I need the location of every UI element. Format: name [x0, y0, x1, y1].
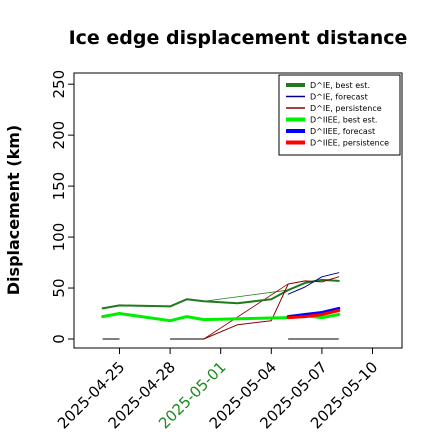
y-axis: 0 50 100 150 200 250 — [50, 70, 74, 344]
legend-label: D^IE, forecast — [310, 93, 368, 102]
plot-area — [101, 272, 341, 340]
series-line-1 — [287, 272, 340, 295]
chart-title: Ice edge displacement distance — [69, 27, 408, 49]
series-line-5 — [286, 309, 341, 320]
legend: D^IE, best est. D^IE, forecast D^IE, persi… — [278, 74, 401, 156]
legend-label: D^IIEE, forecast — [310, 127, 375, 136]
legend-label: D^IIEE, persistence — [310, 139, 389, 148]
legend-label: D^IE, persistence — [310, 104, 382, 113]
legend-label: D^IE, best est. — [310, 81, 370, 90]
legend-label: D^IIEE, best est. — [310, 116, 377, 125]
y-axis-label: Displacement (km) — [4, 125, 23, 295]
y-tick-label: 50 — [50, 278, 68, 297]
series-line-3 — [101, 312, 341, 323]
y-tick-label: 100 — [50, 223, 68, 252]
y-tick-label: 200 — [50, 121, 68, 150]
y-tick-label: 250 — [50, 70, 68, 99]
series-line-4 — [286, 306, 341, 319]
plot-frame — [73, 72, 403, 349]
x-axis: 2025-04-252025-04-282025-05-012025-05-04… — [54, 348, 381, 432]
y-tick-label: 0 — [50, 334, 68, 344]
series-connector — [203, 283, 289, 340]
series-connector — [203, 289, 289, 302]
series-line-0 — [101, 278, 340, 310]
y-tick-label: 150 — [50, 172, 68, 201]
series-line-2 — [203, 276, 340, 340]
